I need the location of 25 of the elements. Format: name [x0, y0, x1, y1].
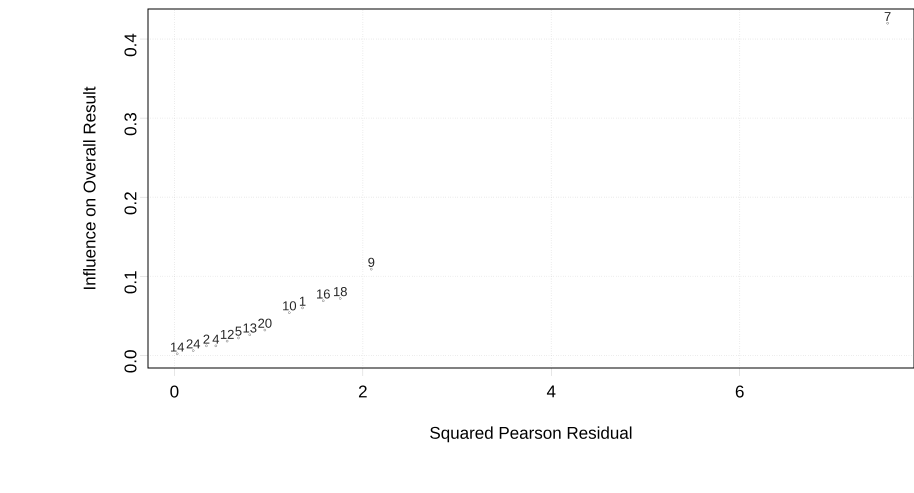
- annotation: 5: [235, 326, 242, 336]
- annotation: 10: [283, 301, 296, 310]
- annotation: 24: [186, 339, 200, 348]
- y-tick-label: 0.4: [124, 34, 136, 56]
- y-tick-label: 0.1: [124, 271, 136, 294]
- annotation: 18: [334, 286, 347, 296]
- annotation: 13: [244, 323, 256, 333]
- y-axis-title: Influence on Overall Result: [83, 86, 96, 289]
- annotation: 4: [212, 334, 220, 344]
- y-tick-label: 0.0: [124, 350, 136, 372]
- x-tick-label: 2: [358, 386, 367, 398]
- x-tick-label: 0: [170, 386, 178, 398]
- x-tick-label: 6: [736, 386, 744, 398]
- y-tick-label: 0.2: [124, 192, 136, 214]
- annotation: 16: [317, 289, 330, 299]
- x-tick-label: 4: [546, 386, 556, 398]
- annotation: 14: [170, 342, 184, 352]
- annotation: 9: [368, 258, 374, 267]
- annotation: 7: [884, 12, 891, 22]
- annotation: 2: [203, 334, 210, 344]
- annotation: 20: [258, 318, 272, 328]
- annotation: 1: [300, 296, 306, 306]
- y-tick-label: 0.3: [124, 113, 136, 136]
- x-axis-title: Squared Pearson Residual: [430, 426, 632, 442]
- annotation: 12: [220, 330, 234, 339]
